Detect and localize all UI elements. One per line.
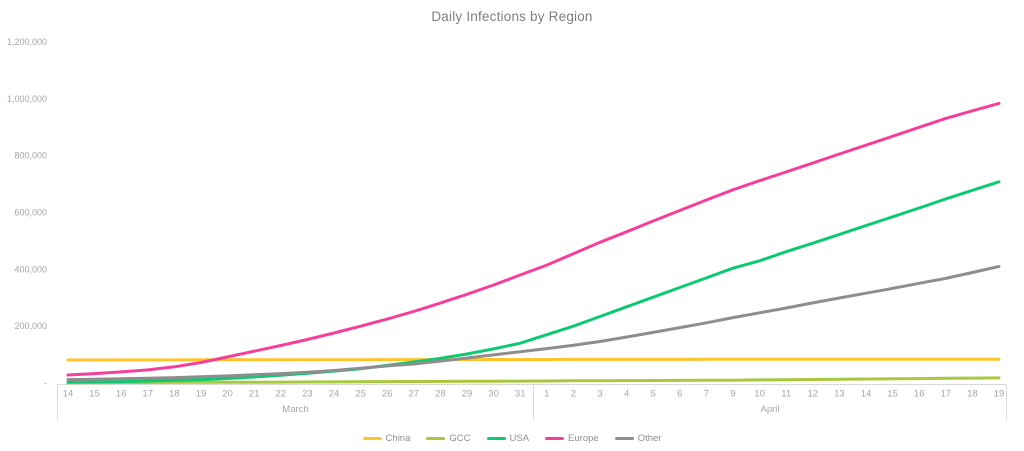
x-axis-day-label: 3 xyxy=(597,389,602,400)
x-axis-day-label: 5 xyxy=(651,389,656,400)
x-axis-day-label: 30 xyxy=(488,389,499,400)
legend-label: GCC xyxy=(449,433,471,444)
legend-label: China xyxy=(385,433,411,444)
legend-color-swatch xyxy=(545,437,565,440)
x-axis-day-label: 15 xyxy=(887,389,898,400)
legend-item-other[interactable]: Other xyxy=(614,433,662,444)
legend-item-gcc[interactable]: GCC xyxy=(426,433,471,444)
x-axis-day-label: 9 xyxy=(730,389,735,400)
x-axis-day-label: 23 xyxy=(302,389,313,400)
x-axis-day-label: 20 xyxy=(222,389,233,400)
legend-color-swatch xyxy=(614,437,634,440)
series-line-usa[interactable] xyxy=(66,180,1001,384)
y-axis-tick-label: - xyxy=(44,378,47,388)
legend-label: Other xyxy=(637,433,662,444)
legend: China GCC USA Europe Other xyxy=(0,433,1024,444)
y-axis-tick-label: 1,200,000 xyxy=(7,37,47,47)
series-line-china[interactable] xyxy=(66,357,1001,362)
series-line-europe[interactable] xyxy=(66,101,1001,377)
x-axis-day-label: 26 xyxy=(382,389,393,400)
legend-label: Europe xyxy=(568,433,599,444)
x-axis-day-label: 19 xyxy=(994,389,1005,400)
y-axis-tick-label: 1,000,000 xyxy=(7,94,47,104)
x-axis-day-label: 14 xyxy=(861,389,872,400)
x-axis-day-label: 21 xyxy=(249,389,260,400)
x-axis-day-label: 29 xyxy=(462,389,473,400)
legend-color-swatch xyxy=(362,437,382,440)
y-axis-tick-label: 200,000 xyxy=(14,321,47,331)
series-line-gcc[interactable] xyxy=(66,376,1001,385)
x-axis-day-label: 18 xyxy=(169,389,180,400)
x-axis-day-label: 1 xyxy=(544,389,549,400)
x-axis-day-label: 2 xyxy=(571,389,576,400)
x-axis-month-label: April xyxy=(760,404,779,415)
x-axis-day-label: 19 xyxy=(196,389,207,400)
y-axis-tick-label: 800,000 xyxy=(14,151,47,161)
x-axis-month-label: March xyxy=(282,404,308,415)
x-axis-day-label: 11 xyxy=(781,389,791,400)
x-axis-day-label: 17 xyxy=(941,389,952,400)
x-axis-day-label: 18 xyxy=(967,389,978,400)
x-axis-day-label: 10 xyxy=(754,389,765,400)
x-axis-day-label: 17 xyxy=(143,389,154,400)
x-axis-day-label: 16 xyxy=(914,389,925,400)
legend-item-europe[interactable]: Europe xyxy=(545,433,599,444)
x-axis-day-label: 31 xyxy=(515,389,526,400)
x-axis-day-label: 7 xyxy=(704,389,709,400)
x-axis-day-label: 4 xyxy=(624,389,629,400)
x-axis-day-label: 16 xyxy=(116,389,127,400)
chart-title: Daily Infections by Region xyxy=(431,9,593,24)
x-axis-day-label: 22 xyxy=(276,389,287,400)
x-axis-day-label: 12 xyxy=(808,389,819,400)
x-axis-day-label: 25 xyxy=(355,389,366,400)
legend-item-usa[interactable]: USA xyxy=(486,433,530,444)
legend-item-china[interactable]: China xyxy=(362,433,411,444)
legend-color-swatch xyxy=(426,437,446,440)
x-axis-day-label: 28 xyxy=(435,389,446,400)
x-axis-day-label: 15 xyxy=(89,389,100,400)
x-axis-day-label: 6 xyxy=(677,389,682,400)
series-line-other[interactable] xyxy=(66,265,1001,382)
legend-color-swatch xyxy=(486,437,506,440)
legend-label: USA xyxy=(509,433,530,444)
x-axis-day-label: 27 xyxy=(409,389,420,400)
y-axis-tick-label: 400,000 xyxy=(14,264,47,274)
y-axis-tick-label: 600,000 xyxy=(14,208,47,218)
x-axis-day-label: 13 xyxy=(834,389,845,400)
x-axis-day-label: 14 xyxy=(63,389,74,400)
x-axis-day-label: 24 xyxy=(329,389,340,400)
